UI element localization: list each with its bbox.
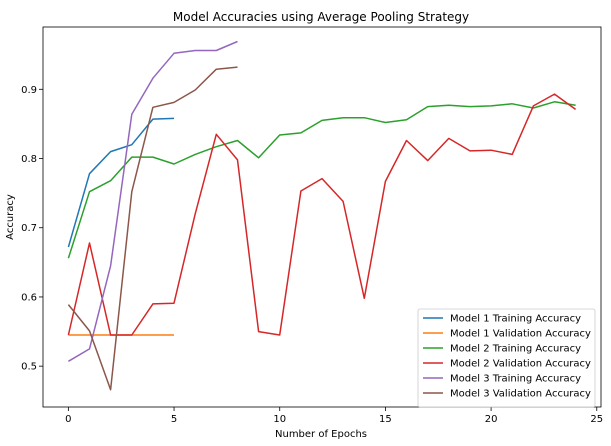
x-tick-label: 10 xyxy=(273,414,286,425)
y-tick-label: 0.6 xyxy=(21,292,37,303)
legend-label: Model 1 Validation Accuracy xyxy=(450,329,591,340)
y-tick-label: 0.9 xyxy=(21,85,37,96)
x-tick-label: 5 xyxy=(171,414,177,425)
series-line-6 xyxy=(67,66,238,391)
plot-frame xyxy=(42,26,602,408)
series-line-4 xyxy=(67,93,577,336)
legend-label: Model 2 Training Accuracy xyxy=(450,344,581,355)
legend-box xyxy=(417,308,596,408)
legend-label: Model 2 Validation Accuracy xyxy=(450,359,591,370)
x-tick-label: 15 xyxy=(379,414,392,425)
x-axis-ticks: 0 5 10 15 20 25 xyxy=(65,407,603,425)
chart-title: Model Accuracies using Average Pooling S… xyxy=(173,10,469,24)
x-axis-title: Number of Epochs xyxy=(275,429,367,440)
x-tick-label: 0 xyxy=(65,414,71,425)
x-tick-label: 25 xyxy=(590,414,603,425)
y-tick-label: 0.5 xyxy=(21,362,37,373)
y-tick-label: 0.8 xyxy=(21,154,37,165)
series-line-5 xyxy=(68,40,238,362)
y-axis-ticks: 0.5 0.6 0.7 0.8 0.9 xyxy=(21,85,43,373)
series-layer xyxy=(67,40,577,391)
legend-label: Model 3 Validation Accuracy xyxy=(450,389,591,400)
legend: Model 1 Training Accuracy Model 1 Validat… xyxy=(417,308,596,408)
legend-label: Model 3 Training Accuracy xyxy=(450,374,581,385)
series-line-3 xyxy=(67,101,576,259)
legend-label: Model 1 Training Accuracy xyxy=(450,314,581,325)
series-line-1 xyxy=(67,117,175,248)
y-axis-title: Accuracy xyxy=(5,194,16,240)
x-tick-label: 20 xyxy=(485,414,498,425)
y-tick-label: 0.7 xyxy=(21,223,37,234)
